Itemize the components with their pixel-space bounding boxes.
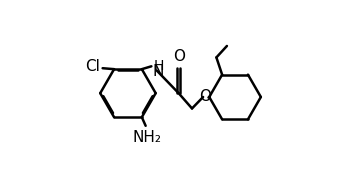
Text: Cl: Cl: [85, 59, 100, 74]
Text: N: N: [152, 64, 164, 79]
Text: NH₂: NH₂: [132, 130, 161, 145]
Text: O: O: [199, 89, 211, 104]
Text: O: O: [173, 49, 185, 64]
Text: H: H: [153, 59, 164, 73]
